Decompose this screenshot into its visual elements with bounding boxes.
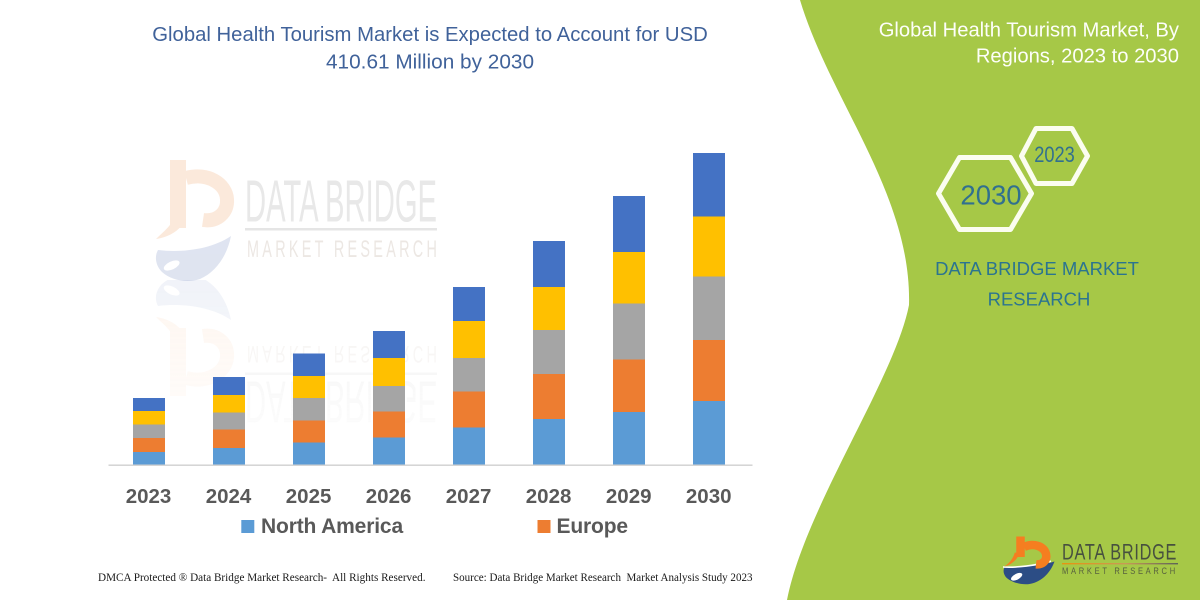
svg-text:2030: 2030 [686,485,732,508]
svg-text:DMCA Protected ® Data Bridge M: DMCA Protected ® Data Bridge Market Rese… [98,570,426,584]
svg-text:410.61 Million by 2030: 410.61 Million by 2030 [326,50,534,73]
svg-text:2028: 2028 [526,485,572,508]
svg-text:DATA BRIDGE: DATA BRIDGE [1062,540,1177,565]
svg-text:2027: 2027 [446,485,492,508]
svg-text:MARKET RESEARCH: MARKET RESEARCH [247,236,440,263]
svg-text:2024: 2024 [206,485,252,508]
svg-text:2030: 2030 [960,180,1021,211]
svg-text:Global Health Tourism Market i: Global Health Tourism Market is Expected… [152,23,708,46]
svg-text:DATA BRIDGE: DATA BRIDGE [245,168,437,234]
svg-text:2023: 2023 [126,485,172,508]
svg-text:DATA BRIDGE MARKET: DATA BRIDGE MARKET [935,258,1139,279]
svg-text:2023: 2023 [1034,144,1075,168]
svg-text:Source: Data Bridge Market Res: Source: Data Bridge Market Research Mark… [453,570,753,584]
svg-text:2025: 2025 [286,485,332,508]
svg-text:MARKET RESEARCH: MARKET RESEARCH [1062,565,1178,576]
svg-text:2029: 2029 [606,485,652,508]
svg-text:Regions, 2023 to 2030: Regions, 2023 to 2030 [976,46,1179,68]
svg-text:2026: 2026 [366,485,412,508]
svg-text:North America: North America [261,515,403,538]
svg-text:Europe: Europe [557,515,628,538]
svg-text:RESEARCH: RESEARCH [988,289,1091,310]
svg-text:Global Health Tourism Market,: Global Health Tourism Market, By [879,20,1180,42]
